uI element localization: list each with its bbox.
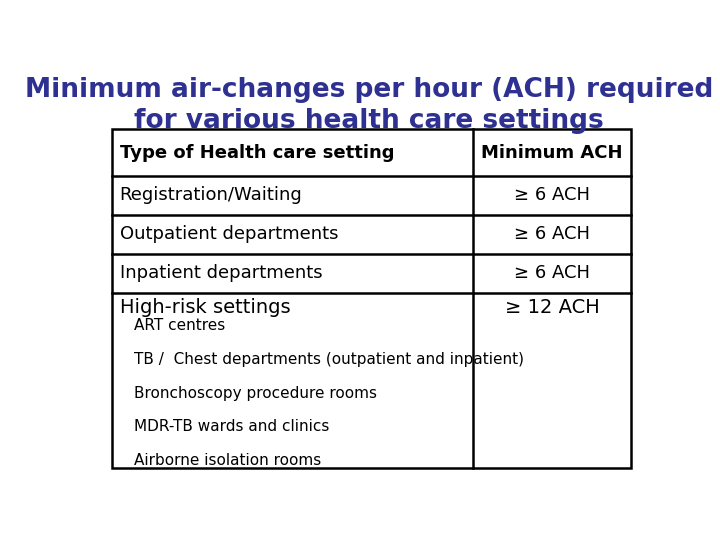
Text: ≥ 6 ACH: ≥ 6 ACH (514, 265, 590, 282)
Text: Inpatient departments: Inpatient departments (120, 265, 322, 282)
Text: ≥ 12 ACH: ≥ 12 ACH (505, 298, 600, 317)
Text: Type of Health care setting: Type of Health care setting (120, 144, 394, 161)
Text: Registration/Waiting: Registration/Waiting (120, 186, 302, 205)
Text: TB /  Chest departments (outpatient and inpatient): TB / Chest departments (outpatient and i… (133, 352, 523, 367)
Text: ART centres: ART centres (133, 318, 225, 333)
Text: Airborne isolation rooms: Airborne isolation rooms (133, 453, 321, 468)
Text: Bronchoscopy procedure rooms: Bronchoscopy procedure rooms (133, 386, 377, 401)
Text: MDR-TB wards and clinics: MDR-TB wards and clinics (133, 420, 329, 434)
Text: Outpatient departments: Outpatient departments (120, 226, 338, 244)
Text: Minimum air-changes per hour (ACH) required
for various health care settings: Minimum air-changes per hour (ACH) requi… (24, 77, 714, 134)
Text: High-risk settings: High-risk settings (120, 298, 290, 317)
Text: ≥ 6 ACH: ≥ 6 ACH (514, 186, 590, 205)
Text: Minimum ACH: Minimum ACH (482, 144, 623, 161)
Text: ≥ 6 ACH: ≥ 6 ACH (514, 226, 590, 244)
